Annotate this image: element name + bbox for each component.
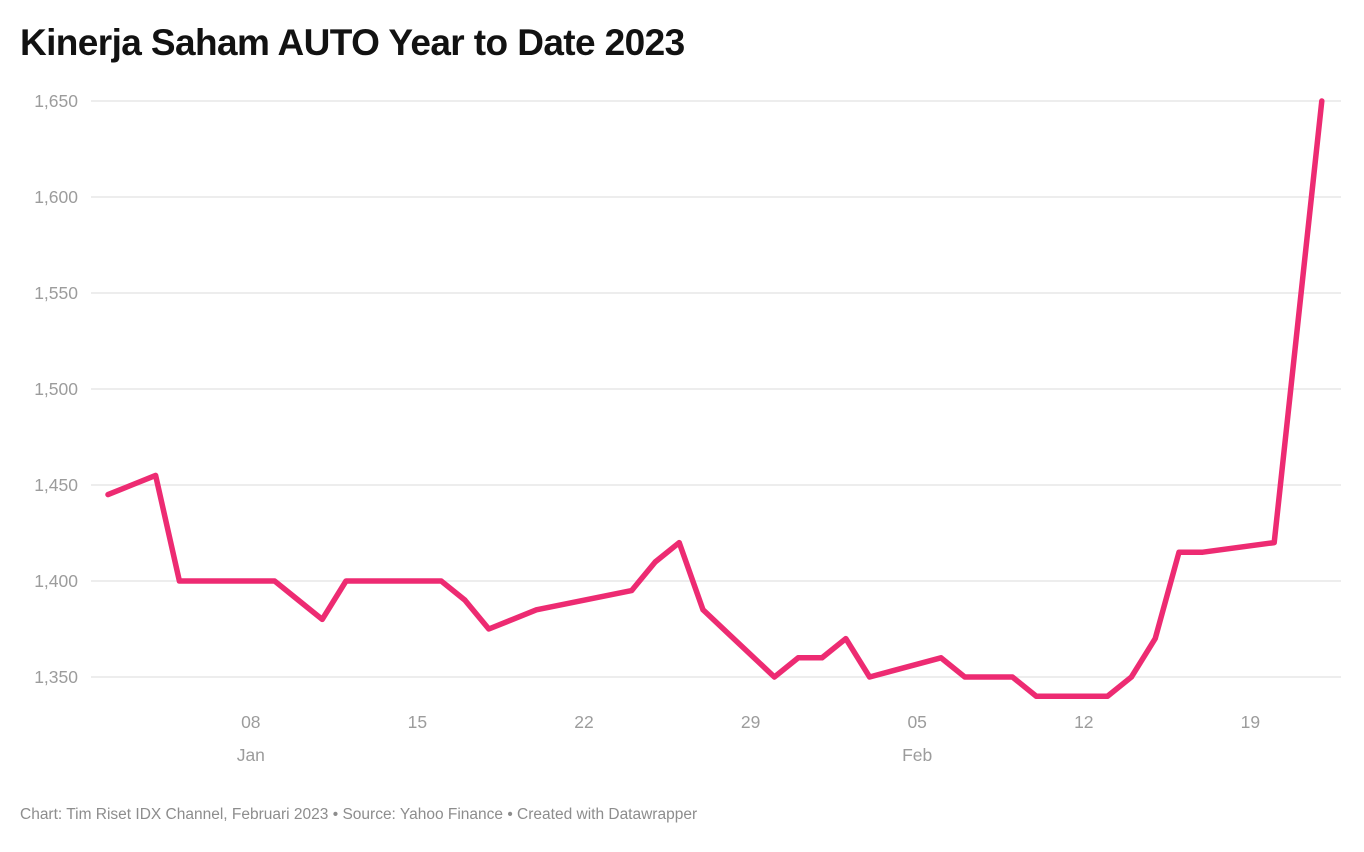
y-tick-label: 1,500 — [34, 379, 78, 399]
x-month-label: Jan — [237, 745, 265, 765]
chart-title: Kinerja Saham AUTO Year to Date 2023 — [20, 22, 685, 63]
x-tick-label: 12 — [1074, 712, 1093, 732]
x-tick-label: 05 — [907, 712, 926, 732]
x-tick-label: 22 — [574, 712, 593, 732]
x-month-label: Feb — [902, 745, 932, 765]
line-chart: 1,650 1,600 1,550 1,500 1,450 1,400 1,350 08 Jan… — [34, 91, 1341, 765]
y-tick-label: 1,650 — [34, 91, 78, 111]
y-tick-label: 1,400 — [34, 571, 78, 591]
y-tick-label: 1,350 — [34, 667, 78, 687]
y-tick-label: 1,600 — [34, 187, 78, 207]
x-tick-label: 15 — [408, 712, 427, 732]
price-line — [105, 98, 1325, 699]
x-tick-label: 29 — [741, 712, 760, 732]
chart-svg: 1,650 1,600 1,550 1,500 1,450 1,400 1,350 08 Jan… — [34, 91, 1341, 765]
y-tick-label: 1,450 — [34, 475, 78, 495]
chart-footer: Chart: Tim Riset IDX Channel, Februari 2… — [20, 806, 698, 823]
x-tick-label: 08 — [241, 712, 260, 732]
x-tick-label: 19 — [1241, 712, 1260, 732]
y-tick-label: 1,550 — [34, 283, 78, 303]
